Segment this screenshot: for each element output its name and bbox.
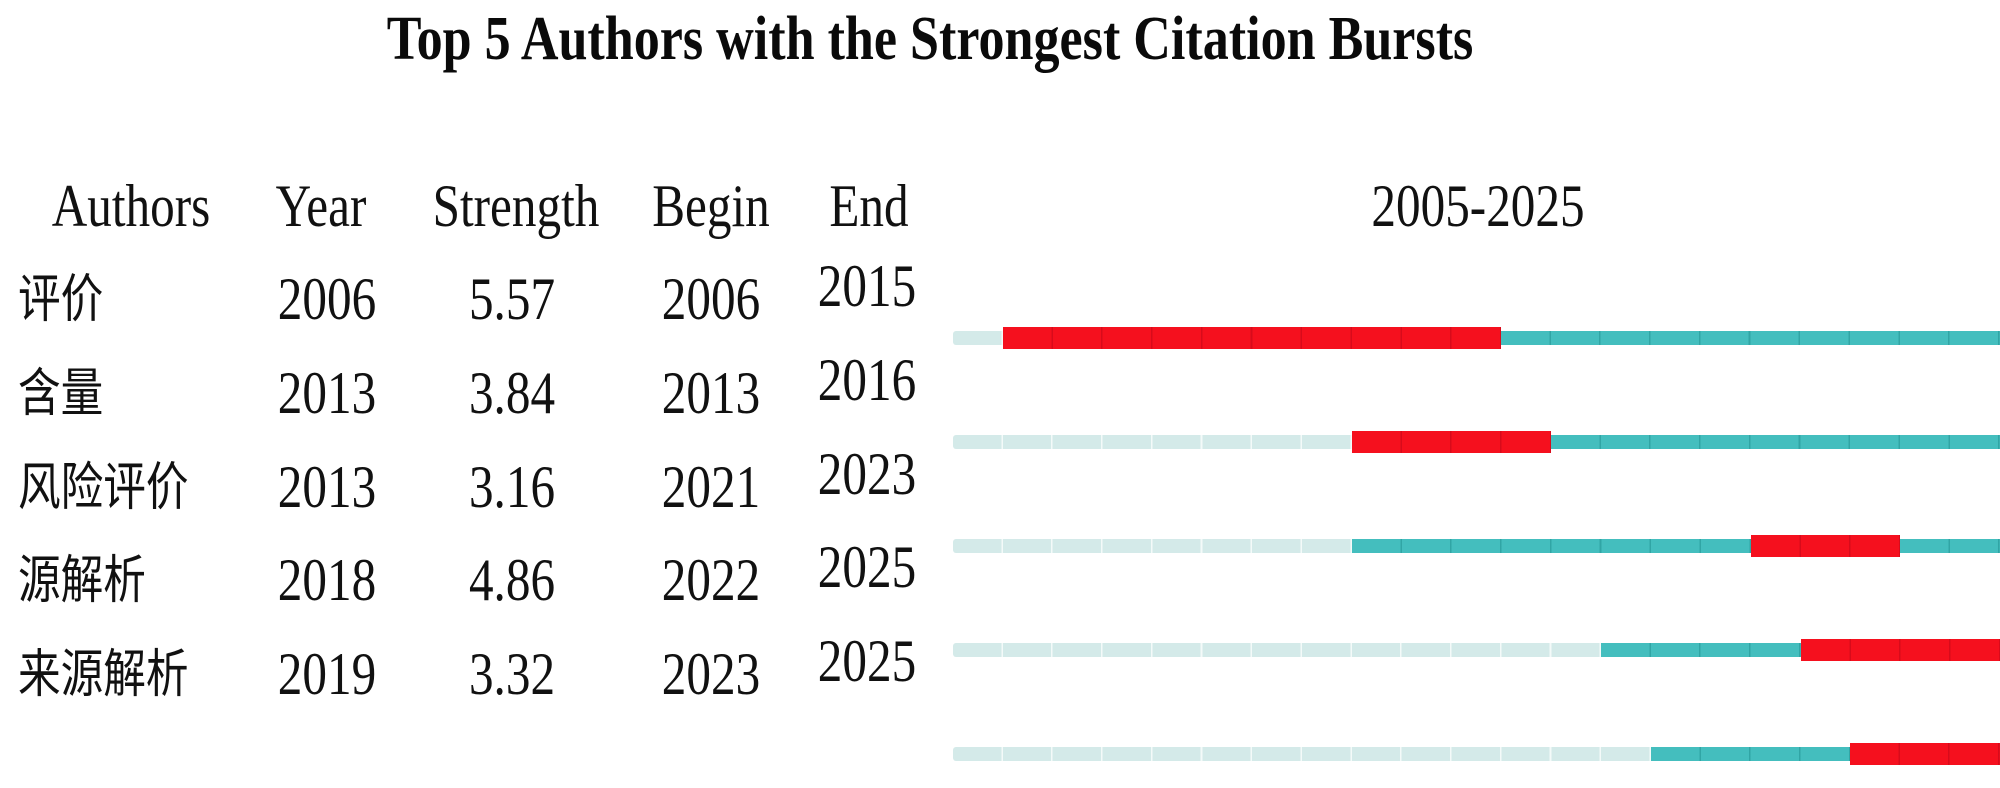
year-cell: 2006	[277, 266, 377, 332]
column-header-begin: Begin	[652, 173, 770, 239]
timeline-segment-active	[1651, 746, 1851, 761]
timeline-segment-active	[1601, 642, 1801, 657]
strength-cell: 3.84	[468, 359, 556, 426]
timeline-segment-inactive	[953, 434, 1352, 449]
begin-cell: 2013	[661, 359, 761, 426]
timeline-segment-burst	[1750, 534, 1901, 557]
timeline-segment-active	[1351, 538, 1751, 553]
strength-cell: 5.57	[468, 266, 556, 332]
begin-cell: 2021	[661, 453, 761, 520]
year-cell: 2013	[277, 359, 377, 426]
strength-cell: 3.32	[468, 641, 556, 708]
timeline-segment-inactive	[953, 538, 1352, 553]
year-cell: 2019	[277, 641, 377, 708]
column-header-end: End	[829, 173, 909, 239]
begin-cell: 2022	[661, 547, 761, 614]
author-cell: 风险评价	[18, 459, 189, 517]
timeline-segment-inactive	[953, 746, 1651, 761]
author-cell: 来源解析	[18, 647, 189, 705]
timeline-segment-burst	[1002, 326, 1502, 349]
timeline-segment-active	[1900, 538, 2000, 553]
timeline-segment-inactive	[953, 330, 1003, 345]
end-cell: 2025	[817, 628, 917, 695]
timeline-segment-active	[1501, 330, 2000, 345]
column-header-authors: Authors	[51, 173, 211, 239]
year-cell: 2018	[277, 547, 377, 614]
begin-cell: 2023	[661, 641, 761, 708]
author-cell: 源解析	[18, 553, 146, 611]
timeline-segment-active	[1551, 434, 2000, 449]
timeline-period-header: 2005-2025	[1371, 173, 1585, 239]
timeline-segment-burst	[1351, 430, 1552, 453]
timeline-segment-burst	[1850, 742, 2000, 765]
end-cell: 2016	[817, 346, 917, 413]
author-cell: 评价	[18, 272, 104, 329]
strength-cell: 4.86	[468, 547, 556, 614]
timeline-segment-inactive	[953, 642, 1602, 657]
chart-title: Top 5 Authors with the Strongest Citatio…	[386, 5, 1474, 73]
column-header-year: Year	[275, 173, 367, 239]
end-cell: 2023	[817, 440, 917, 507]
author-cell: 含量	[18, 365, 104, 423]
end-cell: 2025	[817, 534, 917, 601]
timeline-segment-burst	[1800, 638, 2000, 661]
begin-cell: 2006	[661, 266, 761, 332]
end-cell: 2015	[817, 253, 917, 319]
strength-cell: 3.16	[468, 453, 556, 520]
column-header-strength: Strength	[432, 173, 600, 239]
year-cell: 2013	[277, 453, 377, 520]
